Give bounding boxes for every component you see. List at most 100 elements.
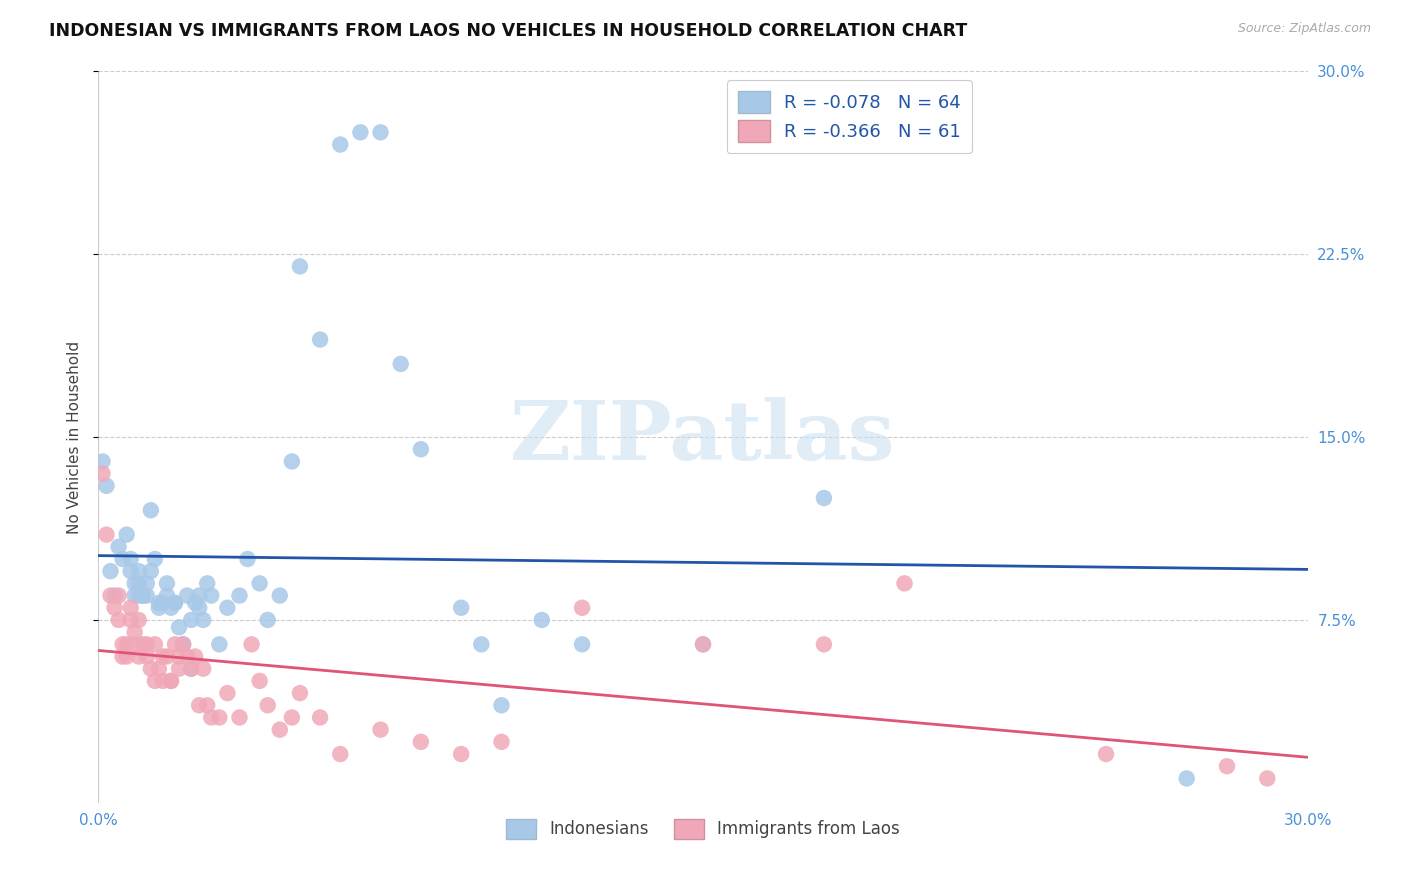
Point xyxy=(120,613,142,627)
Point xyxy=(143,673,166,688)
Point xyxy=(135,589,157,603)
Point xyxy=(180,662,202,676)
Point xyxy=(692,637,714,651)
Point xyxy=(370,125,392,139)
Point xyxy=(107,613,129,627)
Point xyxy=(249,673,271,688)
Point xyxy=(124,576,146,591)
Point xyxy=(143,552,166,566)
Point xyxy=(180,613,202,627)
Point xyxy=(152,649,174,664)
Y-axis label: No Vehicles in Household: No Vehicles in Household xyxy=(67,341,83,533)
Point xyxy=(132,589,155,603)
Point xyxy=(139,503,162,517)
Point xyxy=(128,589,150,603)
Point xyxy=(692,637,714,651)
Point xyxy=(1175,772,1198,786)
Point xyxy=(124,637,146,651)
Point xyxy=(1216,759,1239,773)
Point xyxy=(176,649,198,664)
Point xyxy=(450,600,472,615)
Point xyxy=(148,662,170,676)
Point xyxy=(269,589,291,603)
Point xyxy=(163,596,186,610)
Point xyxy=(172,637,194,651)
Point xyxy=(156,649,179,664)
Point xyxy=(91,467,114,481)
Point xyxy=(281,710,304,724)
Point xyxy=(184,649,207,664)
Point xyxy=(893,576,915,591)
Point xyxy=(160,600,183,615)
Point xyxy=(176,589,198,603)
Point xyxy=(100,564,122,578)
Point xyxy=(193,613,215,627)
Point xyxy=(188,600,211,615)
Point xyxy=(208,637,231,651)
Point xyxy=(228,589,250,603)
Point xyxy=(103,589,125,603)
Point xyxy=(132,637,155,651)
Point xyxy=(329,747,352,761)
Point xyxy=(111,637,134,651)
Point xyxy=(172,637,194,651)
Point xyxy=(128,613,150,627)
Point xyxy=(163,637,186,651)
Point xyxy=(135,637,157,651)
Point xyxy=(111,552,134,566)
Point xyxy=(124,589,146,603)
Point xyxy=(184,596,207,610)
Point xyxy=(188,698,211,713)
Point xyxy=(409,442,432,457)
Point xyxy=(167,662,190,676)
Point xyxy=(172,637,194,651)
Point xyxy=(195,576,218,591)
Point xyxy=(128,576,150,591)
Point xyxy=(100,589,122,603)
Point xyxy=(200,710,222,724)
Text: INDONESIAN VS IMMIGRANTS FROM LAOS NO VEHICLES IN HOUSEHOLD CORRELATION CHART: INDONESIAN VS IMMIGRANTS FROM LAOS NO VE… xyxy=(49,22,967,40)
Point xyxy=(132,589,155,603)
Point xyxy=(200,589,222,603)
Point xyxy=(160,673,183,688)
Point xyxy=(167,649,190,664)
Point xyxy=(288,686,311,700)
Point xyxy=(450,747,472,761)
Point xyxy=(111,649,134,664)
Point xyxy=(571,600,593,615)
Point xyxy=(813,637,835,651)
Point xyxy=(120,564,142,578)
Point xyxy=(193,662,215,676)
Point xyxy=(195,698,218,713)
Point xyxy=(470,637,492,651)
Text: ZIPatlas: ZIPatlas xyxy=(510,397,896,477)
Point xyxy=(249,576,271,591)
Point xyxy=(288,260,311,274)
Point xyxy=(148,600,170,615)
Point xyxy=(236,552,259,566)
Point xyxy=(188,589,211,603)
Point xyxy=(135,649,157,664)
Point xyxy=(107,589,129,603)
Point xyxy=(115,527,138,541)
Point xyxy=(152,596,174,610)
Point xyxy=(120,552,142,566)
Point xyxy=(281,454,304,468)
Point xyxy=(120,600,142,615)
Point xyxy=(491,735,513,749)
Text: Source: ZipAtlas.com: Source: ZipAtlas.com xyxy=(1237,22,1371,36)
Point xyxy=(167,620,190,634)
Point xyxy=(240,637,263,651)
Point xyxy=(309,710,332,724)
Legend: Indonesians, Immigrants from Laos: Indonesians, Immigrants from Laos xyxy=(499,812,907,846)
Point xyxy=(349,125,371,139)
Point xyxy=(309,333,332,347)
Point xyxy=(163,596,186,610)
Point xyxy=(91,454,114,468)
Point xyxy=(256,613,278,627)
Point xyxy=(217,600,239,615)
Point xyxy=(160,673,183,688)
Point xyxy=(228,710,250,724)
Point xyxy=(530,613,553,627)
Point xyxy=(217,686,239,700)
